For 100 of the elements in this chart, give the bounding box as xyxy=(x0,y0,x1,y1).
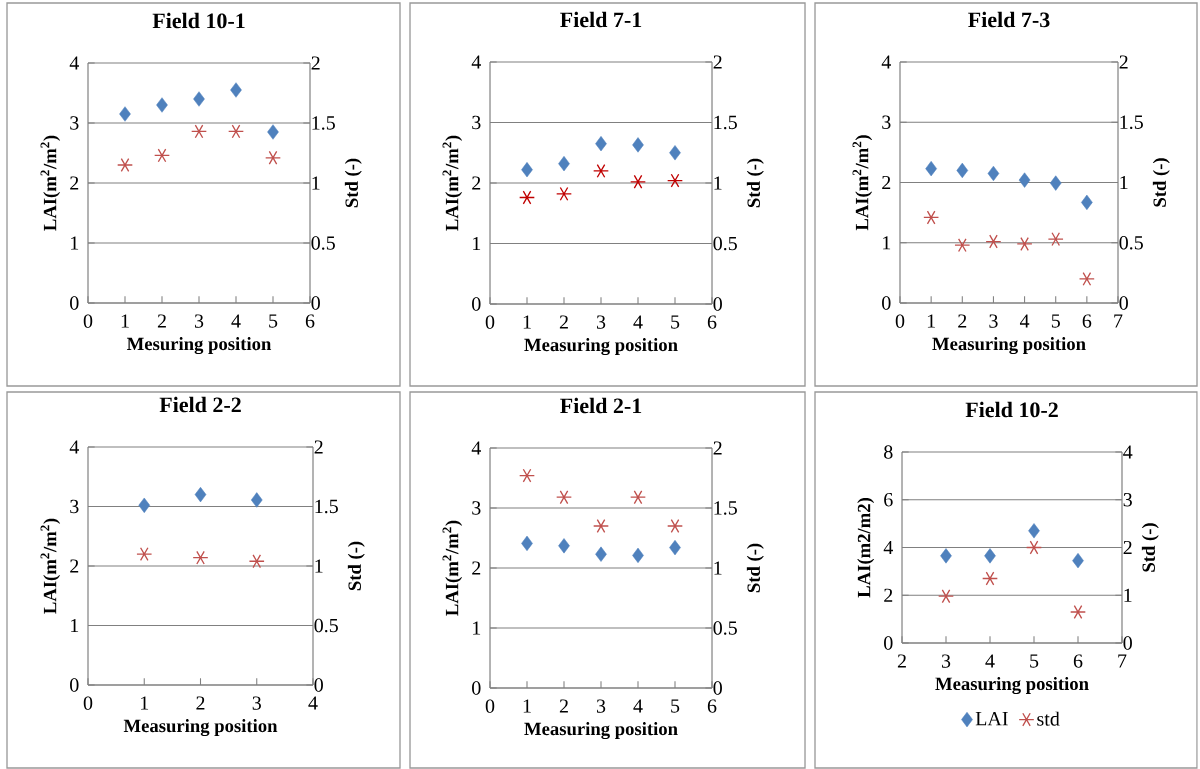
point xyxy=(519,468,536,483)
x-tick-label: 4 xyxy=(231,314,241,328)
point xyxy=(987,165,1000,182)
x-axis-title: Measuring position xyxy=(524,338,678,356)
point xyxy=(630,174,647,189)
x-tick-label: 6 xyxy=(707,699,717,713)
y-tick-label: 0 xyxy=(882,296,891,310)
point xyxy=(630,490,647,505)
y-tick-label: 4 xyxy=(883,540,893,555)
x-axis-title: Measuring position xyxy=(524,722,678,740)
point xyxy=(1016,236,1033,251)
y-tick-label: 6 xyxy=(884,493,893,507)
y-tick-label: 3 xyxy=(70,116,79,130)
y2-tick-label: 2 xyxy=(314,440,323,454)
y2-axis-title: Std (-) xyxy=(347,541,365,591)
chart-title: Field 7-1 xyxy=(560,11,642,28)
point xyxy=(1072,553,1084,569)
x-tick-label: 6 xyxy=(305,314,315,328)
x-tick-label: 0 xyxy=(895,314,905,328)
point xyxy=(667,173,684,188)
point xyxy=(1081,194,1093,210)
point xyxy=(117,157,134,173)
point xyxy=(667,518,684,534)
y2-tick-label: 1.5 xyxy=(714,115,737,130)
y-tick-label: 4 xyxy=(471,441,481,455)
point xyxy=(1028,523,1040,539)
x-tick-label: 4 xyxy=(985,654,995,668)
y2-tick-label: 4 xyxy=(1123,445,1133,459)
y-tick-label: 1 xyxy=(473,621,481,635)
y2-tick-label: 0 xyxy=(311,296,320,310)
x-tick-label: 7 xyxy=(1114,314,1123,328)
chart-title: Field 2-1 xyxy=(560,397,642,414)
y2-tick-label: 2 xyxy=(311,56,320,70)
chart-title: Field 7-3 xyxy=(968,11,1050,28)
y-tick-label: 1 xyxy=(71,236,79,250)
y2-axis-title: Std (-) xyxy=(746,543,764,593)
x-tick-label: 5 xyxy=(269,314,278,328)
y2-tick-label: 0.5 xyxy=(713,236,737,251)
y-tick-label: 4 xyxy=(69,56,79,70)
legend-label: std xyxy=(1037,711,1060,726)
point xyxy=(1070,604,1087,619)
y-tick-label: 2 xyxy=(882,175,891,190)
point xyxy=(119,106,131,122)
y2-tick-label: 0 xyxy=(1123,636,1132,650)
point xyxy=(595,136,607,152)
x-tick-label: 2 xyxy=(958,314,967,328)
y-tick-label: 4 xyxy=(881,55,891,69)
x-tick-label: 2 xyxy=(157,314,166,328)
x-tick-label: 5 xyxy=(1051,314,1060,328)
point xyxy=(154,148,171,163)
point xyxy=(1047,232,1064,247)
point xyxy=(265,150,281,165)
y-tick-label: 0 xyxy=(70,678,79,692)
x-tick-label: 2 xyxy=(196,696,205,710)
x-tick-label: 0 xyxy=(83,314,93,328)
x-axis-title: Measuring position xyxy=(935,676,1089,695)
y-axis-title: LAI(m$^{2}$/m$^{2}$) xyxy=(442,520,463,616)
x-tick-label: 4 xyxy=(1019,314,1030,328)
y-tick-label: 2 xyxy=(472,176,481,190)
x-tick-label: 2 xyxy=(559,699,568,713)
y2-tick-label: 0 xyxy=(1119,296,1128,310)
y-tick-label: 1 xyxy=(71,618,79,633)
y2-tick-label: 2 xyxy=(1119,55,1128,69)
y2-tick-label: 2 xyxy=(1123,540,1132,555)
x-tick-label: 7 xyxy=(1118,654,1127,668)
point xyxy=(669,145,681,161)
x-tick-label: 4 xyxy=(308,696,318,710)
point xyxy=(556,186,573,201)
point xyxy=(1018,172,1031,188)
point xyxy=(593,518,610,534)
y-axis-title: LAI(m$^{2}$/m$^{2}$) xyxy=(852,135,873,231)
y2-tick-label: 0 xyxy=(713,297,722,311)
y2-axis-title: Std (-) xyxy=(746,158,764,208)
x-tick-label: 3 xyxy=(596,699,606,713)
x-tick-label: 2 xyxy=(559,315,568,329)
point xyxy=(156,97,168,113)
point xyxy=(956,162,969,179)
y2-tick-label: 1.5 xyxy=(312,116,335,130)
y-axis-title: LAI(m$^{2}$/m$^{2}$) xyxy=(442,135,463,231)
point xyxy=(1026,540,1043,555)
x-tick-label: 6 xyxy=(1073,654,1083,668)
y2-tick-label: 0.5 xyxy=(713,621,737,635)
y-tick-label: 0 xyxy=(472,297,481,311)
x-axis-title: Measuring position xyxy=(932,337,1086,355)
y2-tick-label: 0.5 xyxy=(314,618,338,633)
y-tick-label: 2 xyxy=(472,561,481,575)
point xyxy=(940,548,952,564)
y-axis-title: LAI(m2/m2) xyxy=(857,498,875,598)
y2-tick-label: 0 xyxy=(713,681,722,695)
x-tick-label: 1 xyxy=(121,314,129,328)
y-tick-label: 4 xyxy=(471,55,481,69)
point xyxy=(558,156,570,172)
x-axis-title: Measuring position xyxy=(123,719,278,737)
y-tick-label: 3 xyxy=(70,499,79,514)
x-tick-label: 3 xyxy=(252,696,261,710)
x-tick-label: 2 xyxy=(897,654,906,668)
y-tick-label: 0 xyxy=(472,681,481,695)
y-axis-title: LAI(m$^{2}$/m$^{2}$) xyxy=(40,135,61,231)
y-tick-label: 1 xyxy=(883,236,891,250)
y2-tick-label: 1.5 xyxy=(714,501,737,515)
